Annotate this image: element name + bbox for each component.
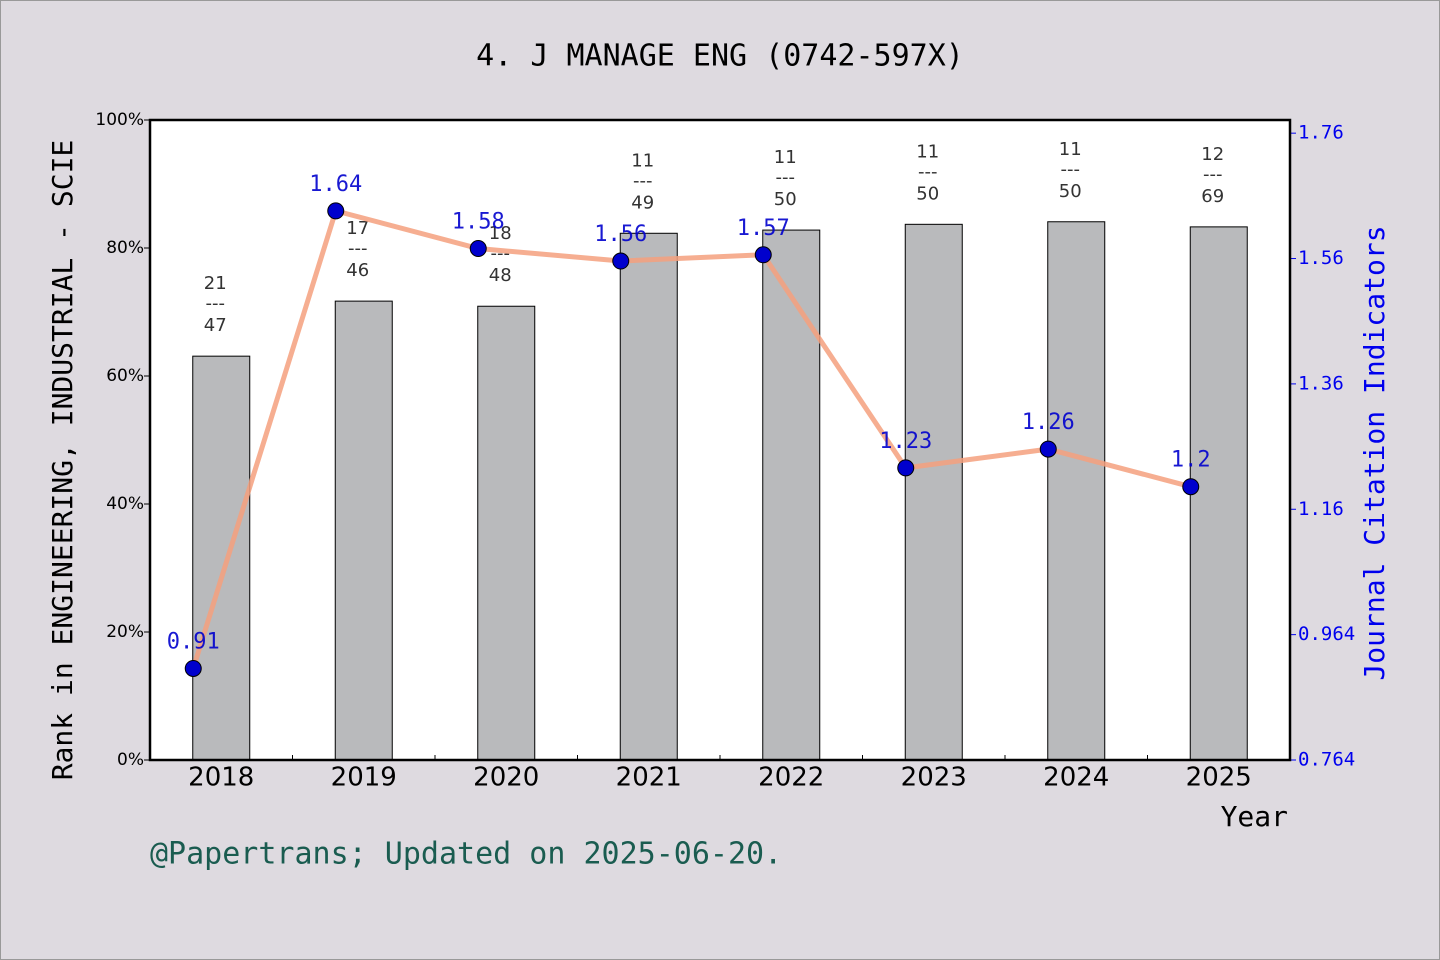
rank-total: 49 [631,192,654,213]
marker [1039,440,1057,458]
x-tick-label: 2018 [188,763,254,793]
y2-axis-label: Journal Citation Indicators [1358,225,1391,680]
y-tick-label: 80% [106,238,144,258]
marker [754,246,772,264]
value-label: 1.64 [309,172,362,197]
y2-tick-label: 1.56 [1298,247,1344,269]
rank-total: 46 [346,260,369,281]
bar [762,229,821,761]
y-tick-label: 40% [106,494,144,514]
rank-total: 47 [204,315,227,336]
x-tick-label: 2022 [758,763,824,793]
x-tick-label: 2025 [1186,763,1252,793]
x-tick-label: 2021 [616,763,682,793]
plot-border [148,118,1292,762]
value-label: 1.56 [594,222,647,247]
footer: @Papertrans; Updated on 2025-06-20. [150,837,782,872]
rank-label: 17 [346,218,369,239]
bar [1189,226,1248,761]
x-tick-label: 2019 [331,763,397,793]
x-tick-label: 2024 [1043,763,1109,793]
bar [334,300,393,761]
x-axis-label: Year [1221,800,1288,833]
y-tick-label: 0% [117,750,144,770]
rank-label: 11 [916,141,939,162]
y2-tick-label: 1.36 [1298,372,1344,394]
rank-total: 50 [774,189,797,210]
rank-label: 11 [631,150,654,171]
y-tick-label: 100% [95,110,144,130]
value-label: 1.23 [879,429,932,454]
rank-label: 21 [204,273,227,294]
chart-title: 4. J MANAGE ENG (0742-597X) [476,39,964,74]
bar [477,305,536,761]
y-tick-label: 20% [106,622,144,642]
plot-area [150,120,1290,760]
bar [1047,221,1106,761]
marker [469,240,487,258]
rank-total: 50 [916,183,939,204]
rank-separator: --- [1061,159,1081,180]
rank-separator: --- [918,161,938,182]
marker [1182,478,1200,496]
marker [184,659,202,677]
bar [192,355,251,761]
value-label: 0.91 [167,629,220,654]
rank-separator: --- [633,170,653,191]
rank-separator: --- [776,167,796,188]
rank-total: 69 [1201,186,1224,207]
line [190,207,1192,670]
y2-tick-label: 0.764 [1298,749,1355,771]
rank-separator: --- [1203,164,1223,185]
x-tick-label: 2023 [901,763,967,793]
bar [904,223,963,761]
value-label: 1.57 [737,216,790,241]
x-tick-label: 2020 [473,763,539,793]
rank-label: 11 [1059,139,1082,160]
y-tick-label: 60% [106,366,144,386]
rank-separator: --- [491,243,511,264]
rank-label: 11 [774,147,797,168]
value-label: 1.2 [1171,448,1211,473]
rank-total: 48 [489,265,512,286]
y-axis-label: Rank in ENGINEERING, INDUSTRIAL - SCIE [46,140,79,781]
marker [897,459,915,477]
y2-tick-label: 1.76 [1298,122,1344,144]
rank-total: 50 [1059,181,1082,202]
y2-tick-label: 1.16 [1298,498,1344,520]
value-label: 1.26 [1022,410,1075,435]
rank-label: 12 [1201,144,1224,165]
value-label: 1.58 [452,210,505,235]
rank-label: 18 [489,223,512,244]
rank-separator: --- [206,293,226,314]
bar [619,232,678,761]
marker [612,252,630,270]
marker [327,202,345,220]
rank-separator: --- [348,238,368,259]
y2-tick-label: 0.964 [1298,623,1355,645]
